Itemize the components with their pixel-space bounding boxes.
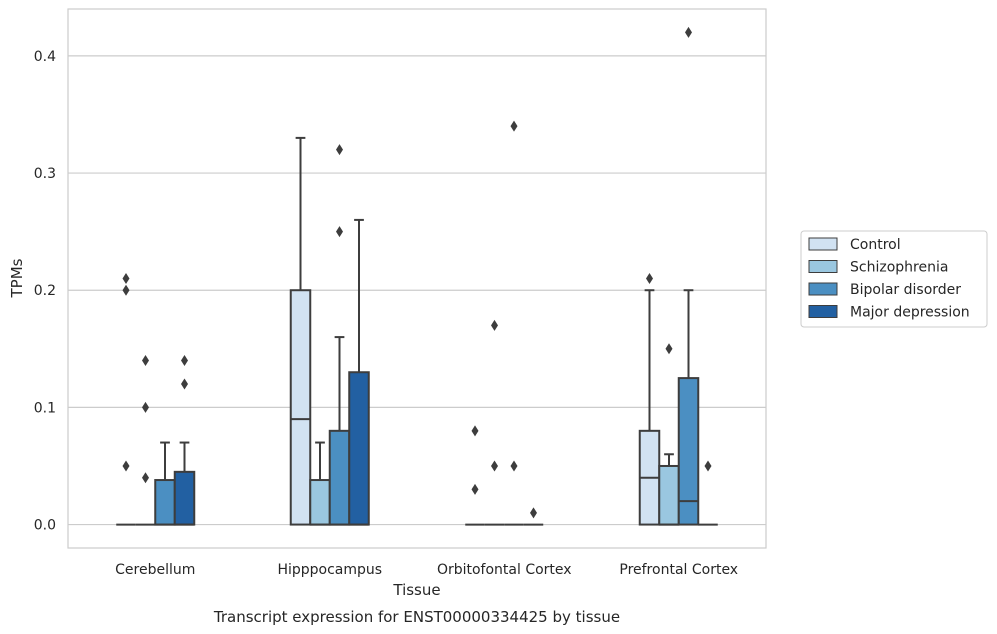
box-2-3 xyxy=(523,507,544,526)
outlier-point xyxy=(704,460,712,472)
legend-label: Schizophrenia xyxy=(850,260,948,276)
x-tick-label: Orbitofontal Cortex xyxy=(437,562,572,578)
box-3-0 xyxy=(638,273,661,526)
outlier-point xyxy=(336,226,343,238)
legend: Control Schizophrenia Bipolar disorder Majo… xyxy=(800,230,988,328)
legend-label: Control xyxy=(850,237,901,253)
box-body xyxy=(348,371,370,526)
box-1-2 xyxy=(328,144,351,526)
outlier-point xyxy=(510,460,518,472)
box-3-1 xyxy=(658,343,680,526)
legend-swatch xyxy=(808,305,838,318)
grid-lines xyxy=(68,55,766,526)
box-0-1 xyxy=(135,355,156,526)
x-tick-labels: Cerebellum Hipppocampus Orbitofontal Corte… xyxy=(115,562,738,578)
legend-swatch xyxy=(808,282,838,296)
outlier-point xyxy=(142,472,149,484)
box-1-1 xyxy=(309,441,331,526)
x-tick-label: Cerebellum xyxy=(115,562,195,578)
box-body xyxy=(677,377,700,526)
y-axis-label: TPMs xyxy=(8,258,26,298)
x-tick-label: Prefrontal Cortex xyxy=(619,562,738,578)
box-body xyxy=(658,464,680,526)
outlier-point xyxy=(471,483,479,495)
y-tick-label: 0.0 xyxy=(34,518,56,534)
box-3-2 xyxy=(677,26,700,526)
y-tick-label: 0.2 xyxy=(34,283,56,299)
y-tick-label: 0.3 xyxy=(34,166,56,182)
box-body xyxy=(289,289,312,526)
box-2-0 xyxy=(465,425,485,526)
outlier-point xyxy=(122,460,130,472)
box-0-3 xyxy=(173,355,196,526)
y-tick-label: 0.4 xyxy=(34,49,56,65)
outlier-point xyxy=(142,401,149,413)
box-2-2 xyxy=(504,120,524,526)
figure-caption: Transcript expression for ENST0000033442… xyxy=(213,608,620,626)
outlier-point xyxy=(181,378,188,390)
box-0-0 xyxy=(116,273,136,526)
outlier-point xyxy=(122,273,130,284)
y-tick-label: 0.1 xyxy=(34,400,56,416)
legend-frame xyxy=(800,230,988,328)
box-2-1 xyxy=(484,319,505,526)
box-body xyxy=(328,429,351,526)
outlier-point xyxy=(122,284,130,296)
outlier-point xyxy=(181,355,188,367)
box-0-2 xyxy=(154,441,176,526)
legend-swatch xyxy=(808,260,838,273)
outlier-point xyxy=(685,26,692,38)
legend-label: Bipolar disorder xyxy=(850,282,961,298)
outlier-point xyxy=(510,120,518,132)
outlier-point xyxy=(471,425,479,437)
outlier-point xyxy=(665,343,673,355)
outlier-point xyxy=(646,273,653,284)
outlier-point xyxy=(142,355,149,367)
y-tick-labels: 0.0 0.1 0.2 0.3 0.4 xyxy=(34,49,56,534)
x-tick-label: Hipppocampus xyxy=(277,562,382,578)
outlier-point xyxy=(530,507,537,519)
boxes xyxy=(116,26,718,526)
box-1-3 xyxy=(348,218,370,526)
plot-frame xyxy=(67,8,767,549)
box-body xyxy=(154,479,176,526)
box-body xyxy=(173,470,196,526)
box-3-3 xyxy=(698,460,718,526)
legend-label: Major depression xyxy=(850,305,970,321)
x-axis-label: Tissue xyxy=(392,581,440,599)
box-1-0 xyxy=(289,136,312,526)
outlier-point xyxy=(491,319,498,331)
legend-swatch xyxy=(808,237,838,251)
outlier-point xyxy=(491,460,498,472)
box-body xyxy=(309,479,331,526)
outlier-point xyxy=(336,144,343,156)
